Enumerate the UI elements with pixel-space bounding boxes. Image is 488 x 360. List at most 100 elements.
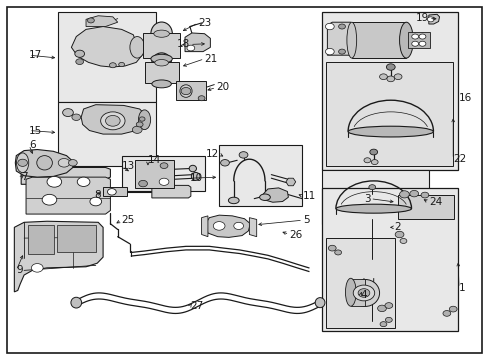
Circle shape bbox=[68, 159, 77, 166]
Circle shape bbox=[448, 306, 456, 312]
Text: 21: 21 bbox=[204, 54, 217, 64]
Text: 16: 16 bbox=[458, 93, 471, 103]
Polygon shape bbox=[326, 238, 394, 328]
Polygon shape bbox=[351, 22, 406, 58]
Circle shape bbox=[377, 305, 386, 312]
Circle shape bbox=[399, 238, 406, 243]
Ellipse shape bbox=[154, 30, 169, 37]
Text: 8: 8 bbox=[94, 190, 101, 200]
Circle shape bbox=[198, 96, 204, 101]
Polygon shape bbox=[135, 160, 173, 188]
Circle shape bbox=[139, 180, 147, 187]
Circle shape bbox=[76, 59, 83, 64]
Circle shape bbox=[370, 159, 377, 165]
Circle shape bbox=[325, 48, 333, 55]
Circle shape bbox=[411, 41, 418, 46]
Circle shape bbox=[31, 264, 43, 272]
Circle shape bbox=[384, 303, 392, 309]
Polygon shape bbox=[263, 188, 288, 202]
Text: 13: 13 bbox=[122, 161, 135, 171]
Circle shape bbox=[72, 114, 81, 121]
Polygon shape bbox=[285, 178, 295, 186]
Text: 7: 7 bbox=[21, 172, 28, 182]
Circle shape bbox=[363, 158, 370, 163]
Ellipse shape bbox=[189, 165, 196, 172]
Polygon shape bbox=[122, 156, 204, 192]
Circle shape bbox=[90, 197, 102, 206]
Text: 19: 19 bbox=[415, 13, 428, 23]
Circle shape bbox=[357, 289, 369, 297]
Ellipse shape bbox=[37, 156, 52, 170]
Circle shape bbox=[427, 17, 433, 22]
Circle shape bbox=[399, 191, 408, 198]
Polygon shape bbox=[152, 185, 190, 198]
Circle shape bbox=[394, 231, 403, 238]
Text: 20: 20 bbox=[216, 82, 229, 93]
Circle shape bbox=[181, 87, 190, 95]
Circle shape bbox=[239, 152, 247, 158]
Polygon shape bbox=[321, 188, 457, 331]
Polygon shape bbox=[249, 218, 256, 237]
Ellipse shape bbox=[191, 172, 200, 180]
Circle shape bbox=[386, 76, 394, 82]
Polygon shape bbox=[184, 33, 210, 51]
Ellipse shape bbox=[155, 59, 168, 66]
Circle shape bbox=[385, 318, 391, 322]
Circle shape bbox=[58, 158, 70, 167]
Ellipse shape bbox=[345, 278, 355, 306]
Ellipse shape bbox=[130, 37, 144, 58]
Circle shape bbox=[338, 24, 345, 29]
Circle shape bbox=[379, 74, 386, 80]
Circle shape bbox=[139, 117, 145, 121]
Circle shape bbox=[328, 245, 335, 251]
Ellipse shape bbox=[259, 194, 270, 201]
Ellipse shape bbox=[315, 298, 325, 308]
Text: 18: 18 bbox=[176, 40, 189, 49]
Text: 25: 25 bbox=[122, 215, 135, 225]
Polygon shape bbox=[143, 33, 180, 58]
Polygon shape bbox=[201, 216, 207, 237]
Text: 10: 10 bbox=[189, 173, 203, 183]
Circle shape bbox=[159, 178, 168, 185]
Polygon shape bbox=[350, 279, 365, 306]
Text: 3: 3 bbox=[363, 194, 369, 204]
Circle shape bbox=[62, 109, 73, 117]
Circle shape bbox=[368, 185, 375, 190]
Circle shape bbox=[132, 126, 142, 134]
Text: 12: 12 bbox=[205, 149, 219, 159]
Text: 17: 17 bbox=[29, 50, 42, 60]
Text: 1: 1 bbox=[458, 283, 465, 293]
Text: 2: 2 bbox=[394, 222, 401, 232]
Circle shape bbox=[105, 116, 120, 126]
Circle shape bbox=[334, 250, 341, 255]
Ellipse shape bbox=[399, 22, 412, 58]
Ellipse shape bbox=[151, 54, 172, 63]
Polygon shape bbox=[397, 195, 453, 220]
Circle shape bbox=[393, 74, 401, 80]
Polygon shape bbox=[321, 170, 428, 224]
Polygon shape bbox=[326, 62, 452, 166]
Ellipse shape bbox=[107, 189, 116, 195]
Circle shape bbox=[75, 50, 84, 57]
Ellipse shape bbox=[346, 22, 356, 58]
Circle shape bbox=[442, 311, 450, 316]
Polygon shape bbox=[21, 167, 110, 184]
Polygon shape bbox=[26, 177, 110, 214]
Circle shape bbox=[136, 122, 143, 127]
Text: 6: 6 bbox=[29, 140, 36, 150]
Polygon shape bbox=[71, 27, 142, 67]
Ellipse shape bbox=[228, 197, 239, 204]
Polygon shape bbox=[321, 12, 457, 170]
Circle shape bbox=[87, 18, 94, 23]
Circle shape bbox=[325, 23, 333, 30]
Circle shape bbox=[213, 222, 224, 230]
Text: 4: 4 bbox=[360, 291, 366, 301]
Circle shape bbox=[418, 34, 425, 39]
Ellipse shape bbox=[335, 204, 411, 213]
Circle shape bbox=[386, 64, 394, 70]
Circle shape bbox=[369, 149, 377, 155]
Text: 27: 27 bbox=[189, 301, 203, 311]
Polygon shape bbox=[327, 22, 350, 55]
Ellipse shape bbox=[71, 297, 81, 308]
Polygon shape bbox=[58, 12, 156, 102]
